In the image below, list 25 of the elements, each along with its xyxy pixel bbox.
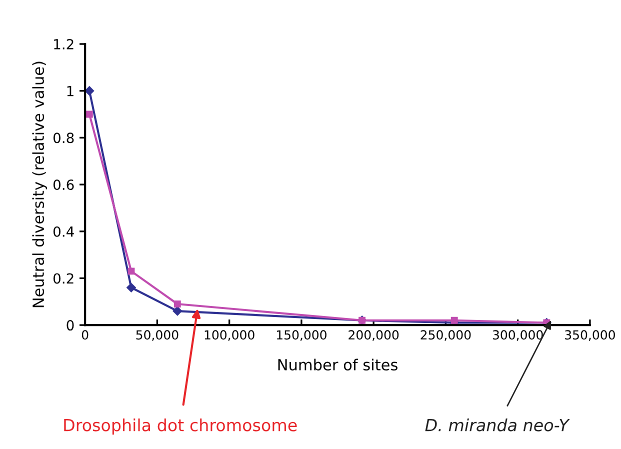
y-axis-title: Neutral diversity (relative value) xyxy=(32,62,48,308)
x-tick-label: 300,000 xyxy=(492,330,543,341)
y-tick-label: 0.6 xyxy=(53,180,74,190)
annotation: Drosophila dot chromosome xyxy=(64,418,297,435)
x-tick-label: 100,000 xyxy=(204,330,254,341)
y-tick-label: 0.8 xyxy=(53,132,74,144)
y-tick-label: 1 xyxy=(67,86,74,96)
y-tick-label: 0.4 xyxy=(53,226,74,237)
point xyxy=(172,306,182,316)
y-tick-label: 1.2 xyxy=(54,38,74,50)
x-tick-label: 0 xyxy=(82,330,88,340)
annotation: D. miranda neo-Y xyxy=(425,418,570,432)
x-tick-label: 50,000 xyxy=(136,330,178,341)
point xyxy=(174,300,181,308)
y-tick-label: 0 xyxy=(66,320,74,331)
x-tick-label: 350,000 xyxy=(565,330,615,341)
x-axis-title: Number of sites xyxy=(278,358,398,371)
point xyxy=(128,268,135,275)
y-tick-label: 0.2 xyxy=(53,273,74,284)
point xyxy=(86,110,93,118)
x-tick-label: 150,000 xyxy=(276,330,326,341)
point xyxy=(126,282,136,292)
x-tick-label: 250,000 xyxy=(420,330,471,341)
x-tick-label: 200,000 xyxy=(348,330,399,341)
point xyxy=(85,86,94,96)
